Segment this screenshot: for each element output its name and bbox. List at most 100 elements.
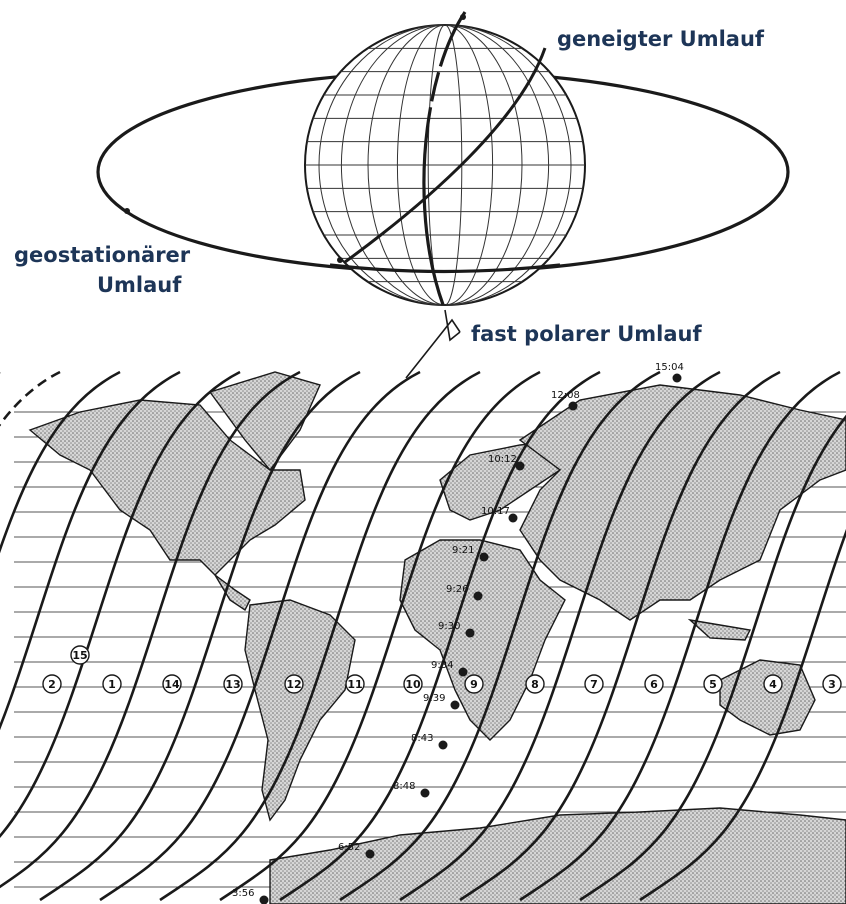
ground-track (0, 370, 301, 889)
pass-time-marker: 8:43 (411, 733, 448, 750)
orbit-number-label: 3 (828, 678, 836, 691)
ground-track (39, 370, 361, 902)
greenland (208, 371, 321, 472)
orbit-number: 14 (162, 674, 182, 694)
ground-track (0, 370, 181, 731)
pass-time-label: 12:08 (551, 390, 580, 401)
pass-point (568, 401, 578, 411)
ground-track (219, 370, 541, 902)
orbit-number: 6 (644, 674, 664, 694)
pass-time-label: 9:26 (446, 584, 468, 595)
polar-leader-line (405, 318, 461, 379)
orbit-number-label: 10 (405, 678, 421, 691)
pass-time-label: 10:17 (481, 506, 510, 517)
polar-satellite (460, 14, 466, 20)
indonesia (687, 618, 752, 641)
orbit-number-label: 1 (108, 678, 116, 691)
ground-track (339, 370, 661, 902)
orbit-number-label: 4 (769, 678, 777, 691)
inclined-orbit (344, 47, 547, 264)
ground-track (0, 370, 241, 838)
pass-point (479, 552, 489, 562)
ground-track (0, 370, 121, 554)
ground-track (99, 370, 421, 902)
orbit-numbers: 15 2 1 14 13 12 11 10 9 8 7 6 5 4 3 (42, 645, 842, 694)
orbit-number: 15 (70, 645, 90, 665)
pass-point (515, 461, 525, 471)
orbit-number: 3 (822, 674, 842, 694)
pass-time-label: 8:43 (411, 733, 433, 744)
south-america (244, 599, 356, 822)
globe-section: geneigter Umlauf geostationärer Umlauf f… (14, 11, 790, 379)
pass-time-label: 8:48 (393, 781, 415, 792)
orbit-number-circle (525, 674, 545, 694)
ground-track (519, 370, 841, 902)
pass-time-marker: 9:21 (452, 545, 489, 562)
polar-orbit (422, 11, 467, 311)
orbit-number-circle (102, 674, 122, 694)
ground-tracks (0, 370, 846, 902)
orbit-number-circle (403, 674, 423, 694)
orbit-number: 1 (102, 674, 122, 694)
north-america (28, 399, 306, 576)
globe-graticule (305, 24, 585, 306)
label-polar-orbit: fast polarer Umlauf (471, 322, 703, 346)
orbit-number-label: 11 (347, 678, 362, 691)
pass-time-marker: 9:39 (423, 693, 460, 710)
pass-point (420, 788, 430, 798)
orbit-number-label: 5 (709, 678, 717, 691)
orbit-number-label: 14 (164, 678, 180, 691)
orbit-number-circle (345, 674, 365, 694)
ground-track (459, 370, 781, 902)
orbit-number: 12 (284, 674, 304, 694)
orbit-number: 2 (42, 674, 62, 694)
pass-time-label: 6:52 (338, 842, 360, 853)
pass-point (473, 591, 483, 601)
orbit-number: 13 (223, 674, 243, 694)
europe (439, 439, 572, 521)
pass-time-label: 10:12 (488, 454, 517, 465)
orbit-number: 11 (345, 674, 365, 694)
pass-time-marker: 3:56 (232, 888, 269, 904)
ground-track (399, 370, 721, 902)
pass-time-label: 9:34 (431, 660, 453, 671)
orbit-number: 10 (403, 674, 423, 694)
orbit-number-circle (644, 674, 664, 694)
orbit-number-circle (763, 674, 783, 694)
pass-time-label: 9:21 (452, 545, 474, 556)
orbit-number-label: 8 (531, 678, 539, 691)
orbit-number-label: 13 (225, 678, 240, 691)
orbit-number-circle (42, 674, 62, 694)
orbit-number-circle (223, 674, 243, 694)
orbit-number: 5 (703, 674, 723, 694)
pass-time-label: 9:30 (438, 621, 460, 632)
pass-times: 15:04 12:08 10:12 10:17 9:21 9:26 9:30 9:34 9:39… (232, 362, 684, 904)
pass-point (465, 628, 475, 638)
orbit-number: 9 (464, 674, 484, 694)
geostationary-satellite (337, 257, 343, 263)
orbit-number: 4 (763, 674, 783, 694)
orbit-number-circle (703, 674, 723, 694)
pass-time-label: 9:39 (423, 693, 445, 704)
orbit-number-label: 9 (470, 678, 478, 691)
polar-leader-line (444, 309, 461, 342)
orbit-number-label: 2 (48, 678, 56, 691)
pass-time-marker: 12:08 (551, 390, 580, 411)
pass-point (365, 849, 375, 859)
pass-time-marker: 6:52 (338, 842, 375, 859)
pass-time-marker: 8:48 (393, 781, 430, 798)
geostationary-orbit-front (329, 263, 561, 274)
world-map: 15 2 1 14 13 12 11 10 9 8 7 6 5 4 3 15:04 12:08 10:12 10:… (0, 362, 846, 904)
ground-track (159, 370, 481, 902)
globe (304, 24, 586, 306)
ground-track (579, 414, 846, 902)
pass-time-marker: 10:17 (481, 506, 518, 523)
orbit-number-label: 7 (590, 678, 598, 691)
pass-time-marker: 9:26 (446, 584, 483, 601)
pass-point (450, 700, 460, 710)
central-america (214, 574, 251, 612)
africa (399, 539, 566, 741)
pass-point (458, 667, 468, 677)
pass-time-marker: 10:12 (488, 454, 525, 471)
label-inclined-orbit: geneigter Umlauf (557, 27, 765, 51)
